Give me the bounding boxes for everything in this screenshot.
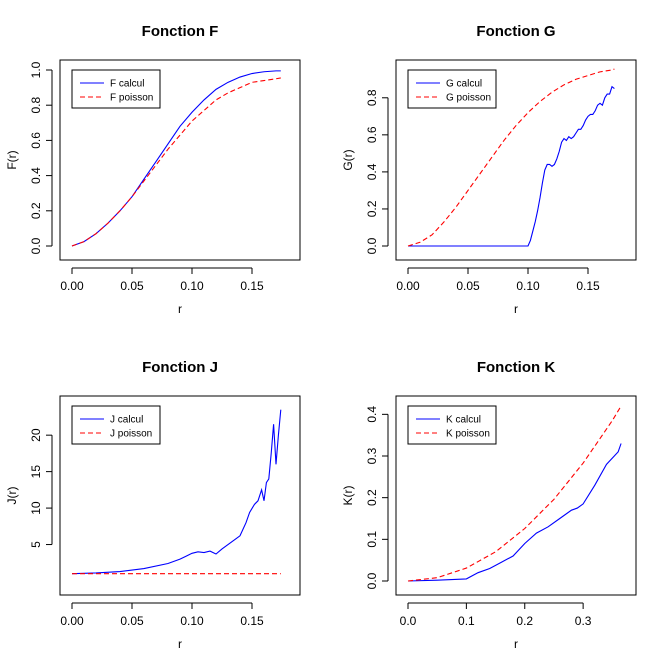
plot-frame [59, 395, 301, 596]
y-tick-label: 0.4 [29, 167, 43, 184]
chart-panel-fonction-k: Fonction K 0.0 0.1 0.2 0.3 r 0.0 0.1 0.2 0.3 0.4 K(… [341, 359, 637, 651]
x-tick-label: 0.3 [575, 614, 592, 628]
y-tick-label: 0.0 [29, 237, 43, 254]
y-axis: 0.0 0.2 0.4 0.6 0.8 1.0 [29, 61, 53, 254]
x-tick-label: 0.15 [240, 614, 264, 628]
y-tick-label: 0.2 [29, 202, 43, 219]
y-tick-label: 0.3 [365, 447, 379, 464]
x-tick-label: 0.00 [396, 279, 420, 293]
legend: G calcul G poisson [407, 69, 497, 109]
series-line-f-poisson [71, 77, 281, 247]
y-axis-label: F(r) [5, 150, 19, 169]
y-tick-label: 0.2 [365, 200, 379, 217]
x-tick-label: 0.00 [60, 279, 84, 293]
legend-entry-label: J calcul [110, 415, 143, 426]
series-line-k-calcul [407, 443, 622, 582]
x-axis-label: r [514, 637, 518, 651]
x-tick-label: 0.2 [516, 614, 533, 628]
plot-frame [395, 59, 637, 261]
x-tick-label: 0.15 [240, 279, 264, 293]
chart-title: Fonction K [477, 359, 555, 376]
y-tick-label: 0.1 [365, 531, 379, 548]
legend-entry-label: F calcul [110, 79, 144, 90]
x-axis: 0.0 0.1 0.2 0.3 [400, 602, 592, 628]
x-tick-label: 0.10 [516, 279, 540, 293]
legend: J calcul J poisson [71, 405, 161, 445]
y-tick-label: 0.0 [365, 572, 379, 589]
x-tick-label: 0.0 [400, 614, 417, 628]
series-line-g-calcul [408, 85, 615, 247]
legend: K calcul K poisson [407, 405, 497, 445]
y-tick-label: 15 [29, 465, 43, 479]
chart-panel-fonction-f: Fonction F0.00 0.05 0.10 0.15r0.00.20.40.60… [5, 23, 301, 316]
legend-entry-label: K calcul [446, 415, 481, 426]
y-tick-label: 0.4 [365, 163, 379, 180]
y-axis: 0.0 0.1 0.2 0.3 0.4 [365, 406, 389, 589]
y-tick-label: 0.6 [365, 126, 379, 143]
chart-panel-fonction-j: Fonction J 0.00 0.05 0.10 0.15 r 5 10 15 20 J(r) J … [5, 359, 301, 651]
y-tick-label: 1.0 [29, 61, 43, 78]
x-tick-label: 0.10 [180, 279, 204, 293]
y-tick-label: 0.8 [365, 89, 379, 106]
y-tick-label: 0.4 [365, 406, 379, 423]
x-tick-label: 0.15 [576, 279, 600, 293]
x-axis-label: r [178, 637, 182, 651]
y-axis: 0.0 0.2 0.4 0.6 0.8 [365, 89, 389, 254]
legend-entry-label: K poisson [446, 429, 490, 440]
x-axis-label: r [178, 302, 182, 316]
legend-entry-label: G calcul [446, 79, 482, 90]
legend-entry-label: G poisson [446, 93, 491, 104]
legend-box [407, 69, 497, 109]
legend-entry-label: F poisson [110, 93, 153, 104]
y-tick-label: 0.0 [365, 237, 379, 254]
y-tick-label: 0.6 [29, 132, 43, 149]
series-line-k-poisson [407, 405, 622, 582]
chart-title: Fonction J [142, 359, 218, 376]
x-tick-label: 0.00 [60, 614, 84, 628]
series-line-g-poisson [407, 68, 615, 247]
y-axis-label: K(r) [341, 486, 355, 506]
legend-box [407, 405, 497, 445]
legend-entry-label: J poisson [110, 429, 152, 440]
y-tick-label: 10 [29, 501, 43, 515]
x-axis: 0.00 0.05 0.10 0.15 [60, 602, 264, 628]
plot-frame [59, 59, 301, 261]
legend-box [71, 69, 161, 109]
chart-title: Fonction G [476, 23, 555, 40]
y-tick-label: 5 [29, 541, 43, 548]
x-tick-label: 0.05 [120, 279, 144, 293]
x-tick-label: 0.05 [456, 279, 480, 293]
y-tick-label: 0.8 [29, 97, 43, 114]
legend: F calcul F poisson [71, 69, 161, 109]
chart-title: Fonction F [142, 23, 219, 40]
y-tick-label: 20 [29, 428, 43, 442]
x-tick-label: 0.1 [458, 614, 475, 628]
x-tick-label: 0.05 [120, 614, 144, 628]
y-tick-label: 0.2 [365, 489, 379, 506]
plot-frame [395, 395, 637, 596]
y-axis: 5 10 15 20 [29, 428, 53, 548]
chart-panel-fonction-g: Fonction G0.00 0.05 0.10 0.15r0.00.20.40.60… [341, 23, 637, 316]
x-tick-label: 0.10 [180, 614, 204, 628]
x-axis: 0.00 0.05 0.10 0.15 [396, 267, 600, 293]
x-axis: 0.00 0.05 0.10 0.15 [60, 267, 264, 293]
series-line-j-calcul [71, 409, 282, 575]
y-axis-label: J(r) [5, 487, 19, 505]
y-axis-label: G(r) [341, 149, 355, 170]
x-axis-label: r [514, 302, 518, 316]
legend-box [71, 405, 161, 445]
